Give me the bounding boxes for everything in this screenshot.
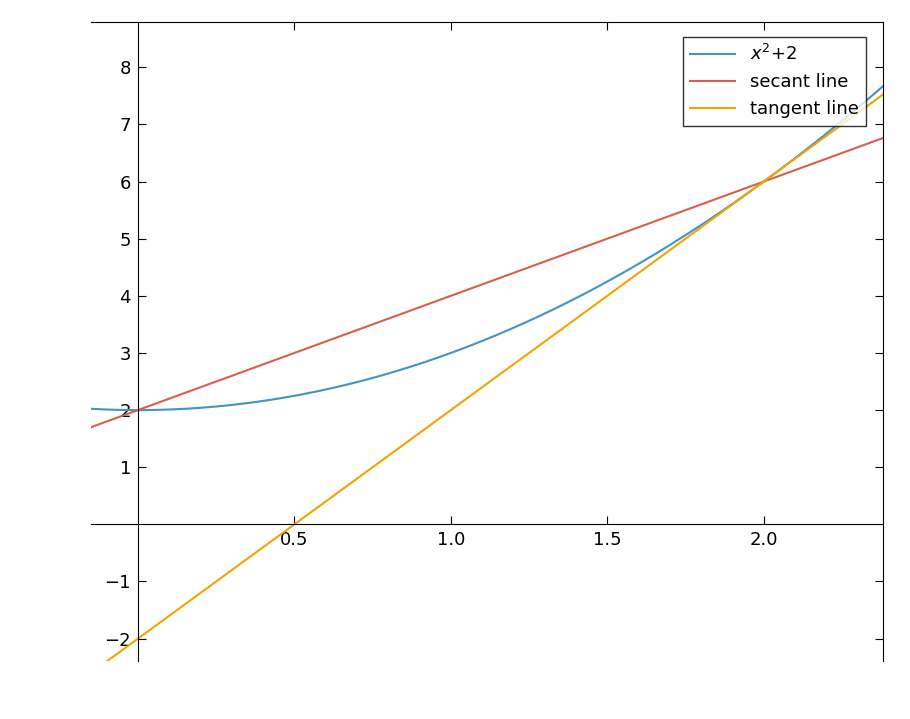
secant line — [709, 196, 720, 204]
$x^2$+2 — [126, 406, 136, 414]
tangent line — [854, 107, 864, 116]
tangent line — [877, 91, 888, 99]
$x^2$+2 — [709, 211, 720, 220]
secant line — [854, 142, 864, 151]
$x^2$+2 — [133, 406, 144, 414]
Line: $x^2$+2: $x^2$+2 — [91, 86, 883, 410]
secant line — [854, 142, 865, 151]
Line: tangent line: tangent line — [91, 95, 883, 673]
tangent line — [470, 388, 481, 396]
secant line — [470, 283, 481, 291]
$x^2$+2 — [86, 405, 96, 413]
tangent line — [709, 214, 720, 222]
secant line — [450, 290, 460, 298]
Legend: $x^2$+2, secant line, tangent line: $x^2$+2, secant line, tangent line — [682, 37, 865, 126]
secant line — [86, 423, 96, 431]
tangent line — [126, 639, 136, 648]
tangent line — [854, 107, 865, 116]
$x^2$+2 — [854, 101, 865, 110]
$x^2$+2 — [877, 82, 888, 91]
Line: secant line: secant line — [91, 138, 883, 427]
secant line — [126, 408, 136, 417]
secant line — [877, 134, 888, 142]
tangent line — [450, 403, 460, 411]
$x^2$+2 — [854, 102, 865, 111]
tangent line — [86, 669, 96, 677]
$x^2$+2 — [470, 339, 481, 347]
$x^2$+2 — [450, 347, 460, 356]
